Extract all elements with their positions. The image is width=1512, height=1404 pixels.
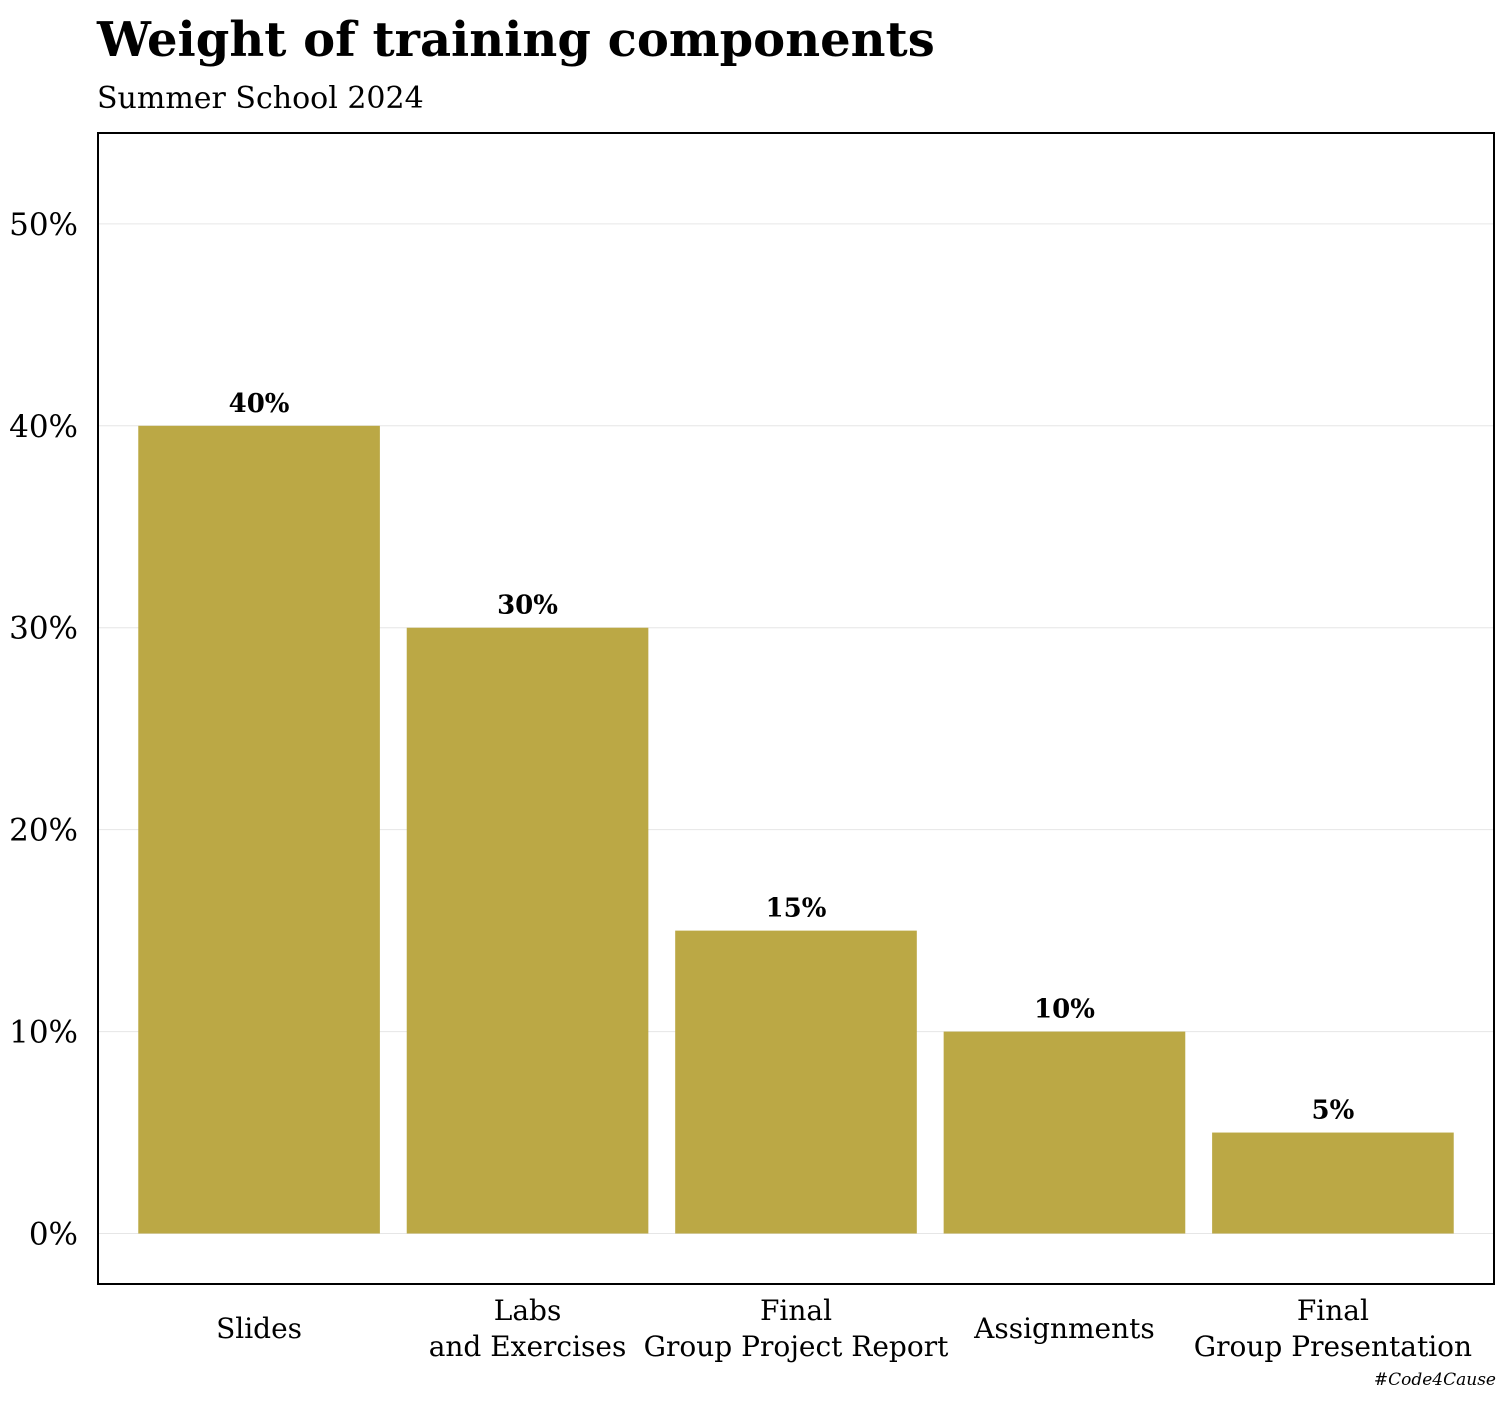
y-tick-label: 50% (9, 207, 78, 243)
y-tick-label: 10% (9, 1015, 78, 1051)
data-label: 30% (497, 591, 558, 621)
caption: #Code4Cause (1374, 1370, 1496, 1390)
x-category-label-line: Final (1297, 1294, 1369, 1327)
y-tick-label: 30% (9, 611, 78, 647)
y-tick-label: 20% (9, 813, 78, 849)
bar (138, 425, 380, 1234)
bar (1212, 1132, 1454, 1234)
x-category-label: Final Group Project Report (644, 1294, 949, 1363)
x-category-label-line: Final (760, 1294, 832, 1327)
plot-panel-border (97, 132, 1495, 1285)
data-labels: 40% 30% 15% 10% 5% (229, 389, 1355, 1126)
x-category-label: Assignments (973, 1312, 1155, 1345)
x-category-label-line: and Exercises (429, 1330, 627, 1363)
bars (138, 425, 1454, 1234)
y-tick-label: 0% (29, 1217, 78, 1253)
x-category-label-line: Group Project Report (644, 1330, 949, 1363)
x-category-label-line: Group Presentation (1194, 1330, 1472, 1363)
y-tick-label: 40% (9, 409, 78, 445)
chart-title: Weight of training components (97, 12, 935, 68)
chart-subtitle: Summer School 2024 (97, 81, 424, 116)
bar (943, 1031, 1186, 1234)
x-category-label-line: Assignments (973, 1312, 1155, 1345)
x-category-label-line: Slides (216, 1312, 302, 1345)
y-axis-ticks: 0% 10% 20% 30% 40% 50% (9, 207, 78, 1253)
bar (406, 627, 649, 1234)
data-label: 10% (1034, 995, 1095, 1025)
data-label: 5% (1312, 1096, 1355, 1126)
x-category-label: Final Group Presentation (1194, 1294, 1472, 1363)
bar (675, 930, 917, 1234)
data-label: 15% (766, 894, 827, 924)
x-category-label: Labs and Exercises (429, 1294, 627, 1363)
data-label: 40% (229, 389, 290, 419)
x-category-label-line: Labs (494, 1294, 562, 1327)
x-category-label: Slides (216, 1312, 302, 1345)
